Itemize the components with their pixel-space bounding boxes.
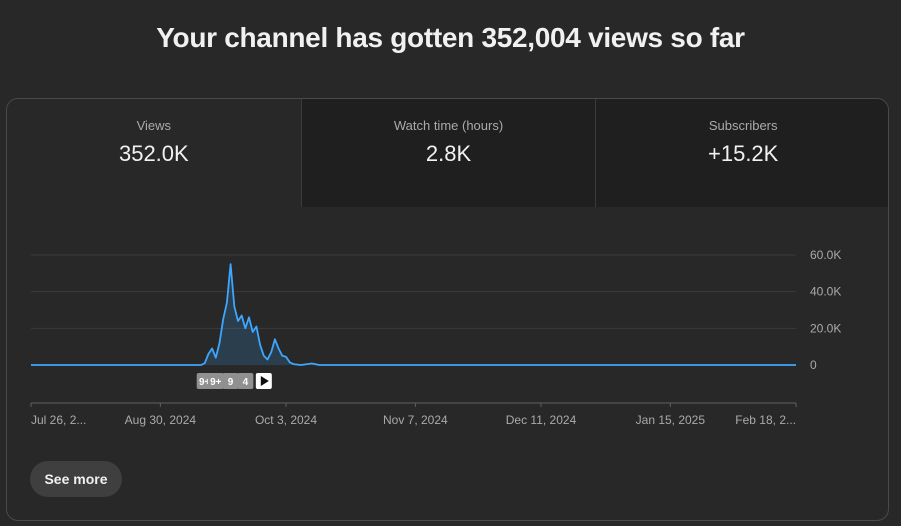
y-tick-label: 60.0K	[810, 248, 841, 262]
marker-label: 9	[228, 377, 234, 388]
metric-tabs: Views 352.0K Watch time (hours) 2.8K Sub…	[7, 99, 888, 207]
marker-badge[interactable]: 9	[222, 373, 239, 389]
marker-play[interactable]	[255, 373, 272, 389]
tab-watch-time[interactable]: Watch time (hours) 2.8K	[300, 99, 596, 207]
y-tick-label: 40.0K	[810, 285, 841, 299]
see-more-button[interactable]: See more	[30, 461, 122, 497]
marker-bg	[207, 373, 224, 389]
y-tick-label: 0	[810, 358, 817, 372]
marker-label: 9+	[210, 377, 222, 388]
tab-value: 2.8K	[425, 141, 472, 166]
x-tick-label: Jul 26, 2...	[31, 413, 86, 427]
tab-views[interactable]: Views 352.0K	[7, 99, 301, 207]
tab-label: Subscribers	[708, 118, 778, 133]
x-tick-label: Oct 3, 2024	[255, 413, 317, 427]
tab-value: 352.0K	[118, 141, 189, 166]
marker-bg	[237, 373, 254, 389]
x-tick-label: Feb 18, 2...	[735, 413, 796, 427]
analytics-card: Views 352.0K Watch time (hours) 2.8K Sub…	[6, 98, 889, 521]
tab-label: Watch time (hours)	[393, 118, 504, 133]
marker-label: 4	[243, 377, 249, 388]
marker-badge[interactable]: 9+	[207, 373, 224, 389]
y-tick-label: 20.0K	[810, 321, 841, 335]
x-tick-label: Jan 15, 2025	[636, 413, 706, 427]
marker-badge[interactable]: 4	[237, 373, 254, 389]
tab-label: Views	[136, 118, 172, 133]
tab-subscribers[interactable]: Subscribers +15.2K	[595, 99, 888, 207]
tab-value: +15.2K	[708, 141, 779, 166]
marker-label: 9+	[199, 377, 211, 388]
page-headline: Your channel has gotten 352,004 views so…	[156, 22, 745, 53]
views-chart: 0 20.0K 40.0K 60.0K 9+ 9+ 9 4 Jul 26, 2... Aug 30…	[7, 207, 888, 447]
marker-bg	[222, 373, 239, 389]
views-chart-svg: 0 20.0K 40.0K 60.0K 9+ 9+ 9 4 Jul 26, 2... Aug 30…	[30, 248, 841, 427]
play-icon	[260, 376, 269, 386]
x-tick-label: Nov 7, 2024	[383, 413, 448, 427]
x-tick-label: Dec 11, 2024	[506, 413, 577, 427]
x-tick-label: Aug 30, 2024	[125, 413, 197, 427]
series-area	[31, 264, 796, 365]
series-line	[31, 263, 796, 366]
